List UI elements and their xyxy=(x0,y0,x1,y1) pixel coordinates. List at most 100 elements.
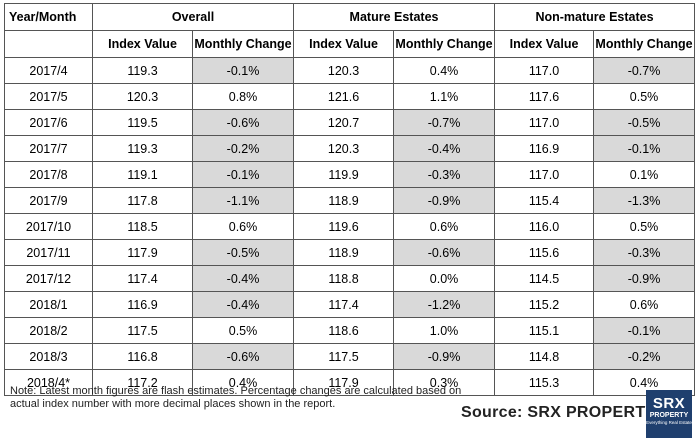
nonmature-change-cell: -1.3% xyxy=(593,187,696,214)
nonmature-index-cell: 117.0 xyxy=(494,57,595,84)
overall-index-cell: 116.9 xyxy=(92,291,193,318)
overall-change-cell: -0.2% xyxy=(191,135,295,162)
overall-change-cell: -0.1% xyxy=(191,57,295,84)
overall-index-cell: 117.8 xyxy=(92,187,193,214)
mature-index-cell: 118.6 xyxy=(293,317,395,344)
overall-index-cell: 117.5 xyxy=(92,317,193,344)
nonmature-index-cell: 115.3 xyxy=(494,369,595,396)
mature-index-cell: 120.3 xyxy=(293,135,395,162)
nonmature-index-cell: 115.2 xyxy=(494,291,595,318)
footnote: Note: Latest month figures are flash est… xyxy=(10,385,462,410)
mature-index-cell: 117.9 xyxy=(293,369,395,396)
mature-change-cell: -0.9% xyxy=(393,187,496,214)
table-row: 2017/11 117.9 -0.5% 118.9 -0.6% 115.6 -0.3% xyxy=(4,239,696,266)
table-row: 2017/12 117.4 -0.4% 118.8 0.0% 114.5 -0.9% xyxy=(4,265,696,292)
mature-change-cell: -0.4% xyxy=(393,135,496,162)
nonmature-index-cell: 115.1 xyxy=(494,317,595,344)
month-cell: 2018/2 xyxy=(4,317,93,344)
month-cell: 2017/10 xyxy=(4,213,93,240)
month-cell: 2018/3 xyxy=(4,343,93,370)
group-header-row: Year/Month Overall Mature Estates Non-ma… xyxy=(4,3,696,31)
mature-change-cell: 1.0% xyxy=(393,317,496,344)
table-row: 2017/5 120.3 0.8% 121.6 1.1% 117.6 0.5% xyxy=(4,83,696,110)
nonmature-index-cell: 117.0 xyxy=(494,161,595,188)
overall-index-cell: 116.8 xyxy=(92,343,193,370)
overall-index-cell: 117.2 xyxy=(92,369,193,396)
nonmature-index-cell: 115.6 xyxy=(494,239,595,266)
overall-index-header: Index Value xyxy=(92,30,193,58)
overall-change-cell: 0.5% xyxy=(191,317,295,344)
overall-change-cell: -0.6% xyxy=(191,343,295,370)
overall-index-cell: 120.3 xyxy=(92,83,193,110)
overall-index-cell: 118.5 xyxy=(92,213,193,240)
nonmature-change-header: Monthly Change xyxy=(593,30,696,58)
table-row: 2018/4* 117.2 0.4% 117.9 0.3% 115.3 0.4% xyxy=(4,369,696,396)
mature-change-cell: -0.7% xyxy=(393,109,496,136)
mature-change-cell: -0.3% xyxy=(393,161,496,188)
mature-change-header: Monthly Change xyxy=(393,30,496,58)
mature-index-cell: 118.9 xyxy=(293,187,395,214)
nonmature-index-header: Index Value xyxy=(494,30,595,58)
nonmature-index-cell: 114.5 xyxy=(494,265,595,292)
overall-index-cell: 119.3 xyxy=(92,135,193,162)
overall-index-cell: 117.9 xyxy=(92,239,193,266)
month-cell: 2017/6 xyxy=(4,109,93,136)
logo-line2: PROPERTY xyxy=(649,412,689,419)
sub-header-row: Index Value Monthly Change Index Value M… xyxy=(4,30,696,58)
table-row: 2017/9 117.8 -1.1% 118.9 -0.9% 115.4 -1.3% xyxy=(4,187,696,214)
nonmature-index-cell: 117.6 xyxy=(494,83,595,110)
table-row: 2018/2 117.5 0.5% 118.6 1.0% 115.1 -0.1% xyxy=(4,317,696,344)
overall-change-cell: -0.1% xyxy=(191,161,295,188)
overall-change-cell: -0.4% xyxy=(191,291,295,318)
nonmature-index-cell: 115.4 xyxy=(494,187,595,214)
overall-header: Overall xyxy=(91,3,295,31)
nonmature-change-cell: 0.6% xyxy=(593,291,696,318)
mature-change-cell: 0.6% xyxy=(393,213,496,240)
mature-index-cell: 118.9 xyxy=(293,239,395,266)
overall-change-cell: -0.4% xyxy=(191,265,295,292)
month-cell: 2017/8 xyxy=(4,161,93,188)
table-row: 2017/6 119.5 -0.6% 120.7 -0.7% 117.0 -0.5% xyxy=(4,109,696,136)
nonmature-change-cell: -0.2% xyxy=(593,343,696,370)
nonmature-index-cell: 116.9 xyxy=(494,135,595,162)
overall-change-cell: 0.6% xyxy=(191,213,295,240)
month-cell: 2017/7 xyxy=(4,135,93,162)
nonmature-change-cell: -0.7% xyxy=(593,57,696,84)
table-row: 2018/3 116.8 -0.6% 117.5 -0.9% 114.8 -0.2% xyxy=(4,343,696,370)
month-cell: 2017/12 xyxy=(4,265,93,292)
mature-index-cell: 121.6 xyxy=(293,83,395,110)
month-cell: 2017/4 xyxy=(4,57,93,84)
table-row: 2017/10 118.5 0.6% 119.6 0.6% 116.0 0.5% xyxy=(4,213,696,240)
month-cell: 2018/1 xyxy=(4,291,93,318)
overall-change-header: Monthly Change xyxy=(191,30,295,58)
nonmature-change-cell: -0.1% xyxy=(593,317,696,344)
overall-change-cell: -0.6% xyxy=(191,109,295,136)
month-cell: 2017/9 xyxy=(4,187,93,214)
month-cell: 2018/4* xyxy=(4,369,93,396)
overall-index-cell: 119.3 xyxy=(92,57,193,84)
mature-index-header: Index Value xyxy=(293,30,395,58)
mature-index-cell: 117.4 xyxy=(293,291,395,318)
logo-line1: SRX xyxy=(652,395,686,412)
nonmature-index-cell: 116.0 xyxy=(494,213,595,240)
mature-index-cell: 119.9 xyxy=(293,161,395,188)
mature-change-cell: -0.9% xyxy=(393,343,496,370)
nonmature-change-cell: -0.3% xyxy=(593,239,696,266)
mature-index-cell: 120.3 xyxy=(293,57,395,84)
mature-change-cell: -0.6% xyxy=(393,239,496,266)
nonmature-change-cell: -0.1% xyxy=(593,135,696,162)
table-row: 2017/7 119.3 -0.2% 120.3 -0.4% 116.9 -0.1% xyxy=(4,135,696,162)
nonmature-index-cell: 114.8 xyxy=(494,343,595,370)
blank-header-cell xyxy=(4,30,93,58)
overall-index-cell: 119.1 xyxy=(92,161,193,188)
overall-change-cell: 0.4% xyxy=(191,369,295,396)
table-row: 2017/8 119.1 -0.1% 119.9 -0.3% 117.0 0.1% xyxy=(4,161,696,188)
table-row: 2018/1 116.9 -0.4% 117.4 -1.2% 115.2 0.6% xyxy=(4,291,696,318)
non-mature-estates-header: Non-mature Estates xyxy=(494,3,696,31)
nonmature-change-cell: 0.1% xyxy=(593,161,696,188)
mature-index-cell: 119.6 xyxy=(293,213,395,240)
month-cell: 2017/5 xyxy=(4,83,93,110)
month-cell: 2017/11 xyxy=(4,239,93,266)
mature-estates-header: Mature Estates xyxy=(293,3,496,31)
nonmature-change-cell: -0.5% xyxy=(593,109,696,136)
